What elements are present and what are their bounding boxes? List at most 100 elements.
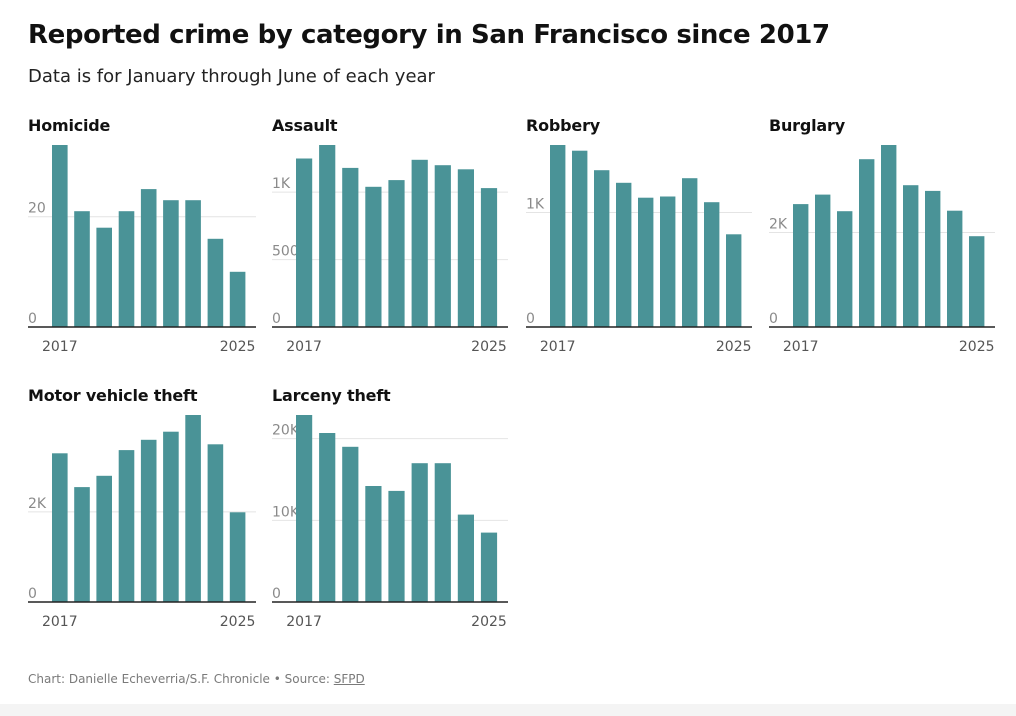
y-tick-label: 2K [28, 496, 47, 512]
bar-2020 [365, 486, 382, 602]
bar-2017 [550, 145, 566, 327]
x-tick-label: 2025 [959, 339, 995, 355]
bar-2017 [296, 415, 313, 602]
x-tick-label: 2017 [783, 339, 819, 355]
y-tick-label: 0 [28, 311, 37, 327]
bar-2025 [480, 188, 498, 327]
bar-2020 [118, 211, 135, 327]
x-tick-label: 2025 [716, 339, 752, 355]
bar-2025 [480, 532, 498, 602]
bar-2023 [434, 463, 451, 602]
footer-separator: • [269, 672, 285, 686]
bar-2024 [207, 238, 224, 327]
chart-title: Burglary [769, 116, 845, 135]
y-tick-label: 0 [272, 586, 281, 602]
x-tick-label: 2017 [42, 614, 78, 630]
bar-2024 [207, 444, 224, 602]
y-tick-label: 1K [272, 176, 291, 192]
y-tick-label: 0 [272, 311, 281, 327]
bar-2019 [96, 475, 112, 602]
bar-2021 [140, 189, 157, 327]
bar-2022 [660, 196, 676, 327]
chart-larceny-theft: 0 10K 20K 2017 2025 [272, 415, 508, 630]
bar-2021 [638, 197, 654, 327]
chart-credit: Chart: Danielle Echeverria/S.F. Chronicl… [28, 672, 270, 686]
bar-2019 [342, 167, 359, 327]
bar-2022 [903, 185, 919, 327]
chart-panel-burglary: Burglary 0 2K 2017 2025 [769, 116, 995, 361]
bar-2023 [185, 415, 201, 602]
page-title: Reported crime by category in San Franci… [28, 20, 830, 50]
x-tick-label: 2017 [42, 339, 78, 355]
bar-2024 [457, 169, 474, 327]
bar-2022 [411, 159, 428, 327]
bar-2024 [457, 514, 474, 602]
y-tick-label: 0 [28, 586, 37, 602]
bar-2024 [947, 210, 963, 327]
chart-title: Homicide [28, 116, 111, 135]
bar-2019 [837, 211, 853, 327]
x-tick-label: 2017 [286, 614, 322, 630]
chart-robbery: 0 1K 2017 2025 [526, 145, 752, 355]
y-tick-label: 0 [526, 311, 535, 327]
bottom-strip [0, 704, 1016, 716]
bar-2018 [319, 433, 336, 602]
source-link[interactable]: SFPD [333, 672, 365, 686]
bar-2018 [815, 194, 831, 327]
chart-panel-robbery: Robbery 0 1K 2017 2025 [526, 116, 752, 361]
chart-title: Robbery [526, 116, 600, 135]
bar-2021 [881, 145, 897, 327]
bar-2017 [793, 204, 809, 327]
bar-2024 [704, 202, 720, 327]
chart-motor-vehicle-theft: 0 2K 2017 2025 [28, 415, 256, 630]
y-tick-label: 10K [272, 504, 300, 520]
y-tick-label: 0 [769, 311, 778, 327]
chart-panel-homicide: Homicide 0 20 2017 2025 [28, 116, 256, 361]
chart-panel-assault: Assault 0 500 1K 2017 2025 [272, 116, 508, 361]
chart-panel-larceny-theft: Larceny theft 0 10K 20K 2017 2025 [272, 386, 508, 636]
bar-2019 [594, 170, 610, 327]
page-subtitle: Data is for January through June of each… [28, 66, 435, 87]
bar-2025 [969, 236, 985, 327]
bar-2021 [388, 490, 405, 602]
chart-title: Assault [272, 116, 338, 135]
bar-2019 [96, 227, 112, 327]
x-tick-label: 2025 [220, 614, 256, 630]
bar-2017 [52, 145, 68, 327]
bar-2017 [52, 453, 68, 602]
chart-title: Motor vehicle theft [28, 386, 198, 405]
bar-2018 [319, 145, 336, 327]
chart-panel-motor-vehicle-theft: Motor vehicle theft 0 2K 2017 2025 [28, 386, 256, 636]
bar-2020 [365, 186, 382, 327]
y-tick-label: 20K [272, 423, 300, 439]
bar-2025 [726, 234, 742, 327]
bar-2022 [163, 431, 179, 602]
chart-homicide: 0 20 2017 2025 [28, 145, 256, 355]
bar-2025 [229, 271, 246, 327]
bar-2018 [572, 150, 588, 327]
bar-2023 [682, 178, 698, 327]
x-tick-label: 2025 [220, 339, 256, 355]
y-tick-label: 1K [526, 197, 545, 213]
y-tick-label: 500 [272, 244, 299, 260]
chart-assault: 0 500 1K 2017 2025 [272, 145, 508, 355]
bar-2023 [185, 200, 201, 327]
y-tick-label: 20 [28, 201, 46, 217]
chart-footer: Chart: Danielle Echeverria/S.F. Chronicl… [28, 672, 365, 686]
bar-2018 [74, 211, 90, 327]
bar-2020 [118, 450, 135, 602]
bar-2023 [925, 190, 941, 327]
bar-2019 [342, 446, 359, 602]
bar-2022 [163, 200, 179, 327]
bar-2020 [859, 159, 875, 327]
bar-2020 [616, 182, 632, 327]
bar-2021 [140, 439, 157, 602]
x-tick-label: 2017 [540, 339, 576, 355]
x-tick-label: 2017 [286, 339, 322, 355]
bar-2021 [388, 180, 405, 327]
x-tick-label: 2025 [471, 339, 507, 355]
bar-2022 [411, 463, 428, 602]
chart-burglary: 0 2K 2017 2025 [769, 145, 995, 355]
y-tick-label: 2K [769, 216, 788, 232]
bar-2018 [74, 487, 90, 602]
